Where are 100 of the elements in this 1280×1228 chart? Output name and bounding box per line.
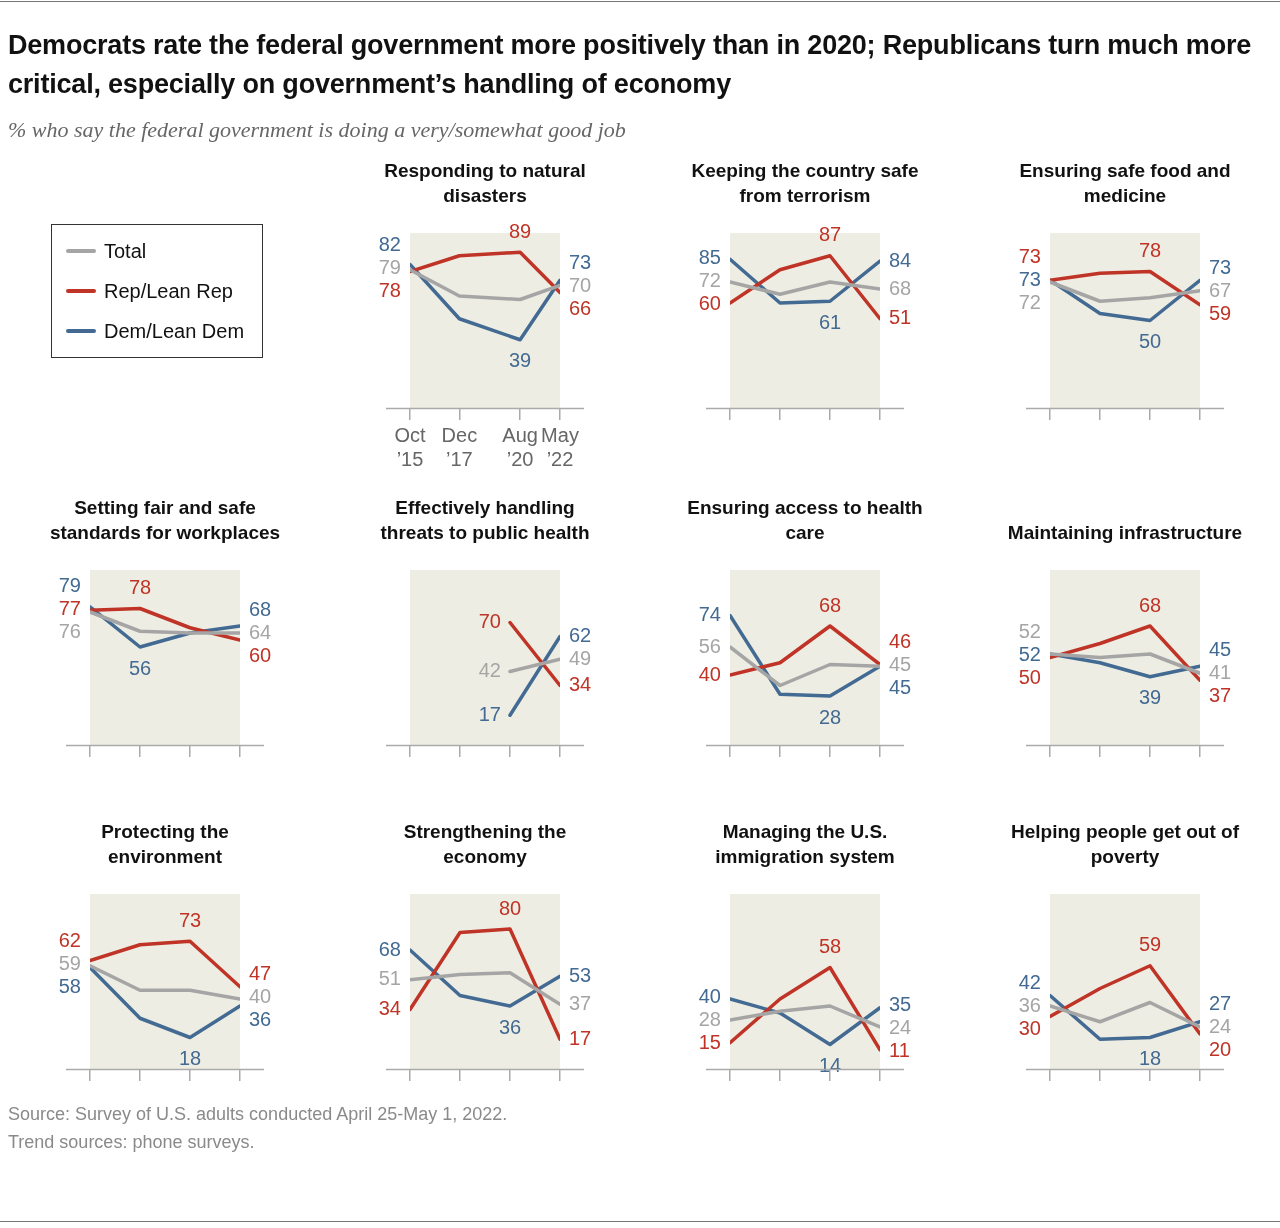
data-label: 68	[378, 937, 401, 960]
data-label: 28	[818, 705, 842, 728]
text: Democrats rate the federal government more positively than in 2020; Republicans turn much more critical, especially on government’s handling of economy	[8, 29, 1253, 101]
data-label: 68	[249, 597, 272, 620]
data-label: 68	[1138, 593, 1162, 616]
data-label: 37	[1209, 683, 1232, 706]
data-label: 68	[818, 593, 842, 616]
chart-title: Managing the U.S. immigration system	[714, 820, 896, 869]
data-label: 79	[378, 256, 401, 279]
x-tick-label: Oct ’15	[394, 423, 426, 470]
data-label: 89	[509, 219, 532, 242]
text: % who say the federal government is doing a very/somewhat good job	[8, 117, 626, 143]
data-label: 70	[569, 273, 592, 296]
data-label: 27	[1209, 992, 1232, 1015]
data-label: 46	[889, 630, 912, 653]
source-note: Source: Survey of U.S. adults conducted April 25-May 1, 2022.	[8, 1103, 508, 1126]
data-label: 14	[818, 1054, 842, 1077]
data-label: 72	[1018, 291, 1041, 314]
data-label: 59	[1209, 302, 1232, 325]
data-label: 82	[378, 233, 401, 256]
data-label: 73	[569, 250, 592, 273]
data-label: 70	[478, 610, 501, 633]
data-label: 76	[58, 620, 81, 643]
data-label: 18	[178, 1047, 202, 1070]
data-label: 56	[698, 634, 721, 657]
data-label: 51	[889, 306, 912, 329]
chart-title: Strengthening the economy	[402, 820, 568, 869]
data-label: 34	[569, 672, 592, 695]
data-label: 15	[698, 1031, 721, 1054]
data-label: 47	[249, 961, 272, 984]
x-tick-label: Aug ’20	[502, 423, 538, 470]
data-label: 51	[378, 967, 401, 990]
data-label: 73	[1209, 256, 1232, 279]
data-label: 34	[378, 997, 401, 1020]
data-label: 72	[698, 268, 721, 291]
data-label: 45	[889, 676, 912, 699]
chart-title: Maintaining infrastructure	[1006, 521, 1244, 545]
data-label: 36	[1018, 993, 1041, 1016]
x-tick-label: May ’22	[541, 423, 579, 470]
data-label: 50	[1018, 665, 1041, 688]
chart-title: Protecting the environment	[100, 820, 230, 869]
chart-title: Helping people get out of poverty	[1010, 820, 1240, 869]
data-label: 50	[1138, 330, 1162, 353]
data-label: 73	[1018, 268, 1041, 291]
data-label: 78	[1138, 239, 1162, 262]
chart-title: Keeping the country safe from terrorism	[690, 159, 920, 208]
data-label: 61	[818, 310, 842, 333]
data-label: 60	[249, 643, 272, 666]
data-label: 28	[698, 1008, 721, 1031]
data-label: 36	[249, 1007, 272, 1030]
data-label: 85	[698, 245, 721, 268]
chart-title: Ensuring safe food and medicine	[1018, 159, 1232, 208]
data-label: 39	[509, 349, 532, 372]
data-label: 18	[1138, 1047, 1162, 1070]
data-label: 42	[478, 659, 501, 682]
chart-title: Effectively handling threats to public health	[379, 496, 591, 545]
data-label: 40	[698, 985, 721, 1008]
data-label: 17	[478, 702, 501, 725]
data-label: 41	[1209, 660, 1232, 683]
text: Trend sources: phone surveys.	[8, 1131, 256, 1154]
data-label: 58	[58, 975, 81, 998]
data-label: 40	[249, 984, 272, 1007]
legend-label: Total	[104, 239, 147, 263]
data-label: 73	[178, 908, 202, 931]
data-label: 67	[1209, 279, 1232, 302]
data-label: 24	[1209, 1015, 1232, 1038]
data-label: 87	[818, 223, 842, 246]
data-label: 62	[58, 929, 81, 952]
data-label: 62	[569, 623, 592, 646]
chart-title: Ensuring access to health care	[686, 496, 924, 545]
data-label: 78	[128, 576, 152, 599]
data-label: 59	[1138, 933, 1162, 956]
data-label: 58	[818, 935, 842, 958]
data-label: 68	[889, 276, 912, 299]
data-label: 45	[1209, 637, 1232, 660]
legend-label: Rep/Lean Rep	[104, 279, 233, 303]
data-label: 53	[569, 963, 592, 986]
data-label: 37	[569, 991, 592, 1014]
data-label: 74	[698, 603, 721, 626]
data-label: 64	[249, 620, 272, 643]
data-label: 35	[889, 992, 912, 1015]
data-label: 60	[698, 291, 721, 314]
data-label: 40	[698, 662, 721, 685]
legend-label: Dem/Lean Dem	[104, 319, 245, 343]
data-label: 52	[1018, 642, 1041, 665]
data-label: 73	[1018, 245, 1041, 268]
data-label: 84	[889, 248, 912, 271]
chart-title: Responding to natural disasters	[383, 159, 587, 208]
data-label: 11	[889, 1038, 910, 1061]
data-label: 52	[1018, 619, 1041, 642]
data-label: 24	[889, 1015, 912, 1038]
data-label: 78	[378, 279, 401, 302]
data-label: 20	[1209, 1038, 1232, 1061]
data-label: 59	[58, 952, 81, 975]
data-label: 80	[498, 896, 522, 919]
data-label: 42	[1018, 970, 1041, 993]
data-label: 36	[498, 1015, 522, 1038]
data-label: 56	[128, 656, 152, 679]
data-label: 66	[569, 296, 592, 319]
x-tick-label: Dec ’17	[441, 423, 478, 470]
